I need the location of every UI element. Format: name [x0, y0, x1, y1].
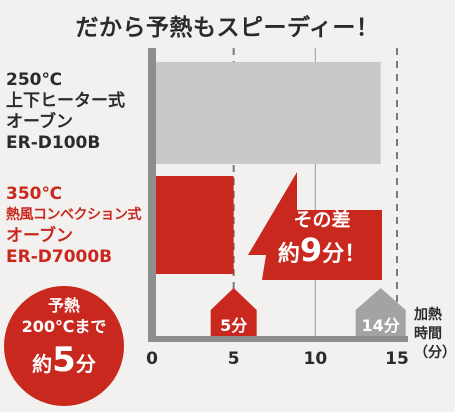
x-axis-label-line1: 加熱 — [414, 307, 442, 323]
preheat-badge: 予熱 200℃まで 約5分 — [4, 286, 124, 406]
badge-number: 5 — [52, 340, 76, 380]
badge-prefix: 約 — [32, 352, 53, 376]
bar — [152, 176, 234, 274]
callout-line2: 約9分！ — [262, 232, 382, 273]
difference-callout-shape — [248, 172, 382, 280]
label-type: 熱風コンベクション式 — [6, 207, 142, 223]
marker-arrow — [210, 288, 257, 336]
x-axis — [148, 336, 408, 342]
badge-line3: 約5分 — [4, 338, 124, 386]
difference-callout: その差 約9分！ — [262, 208, 382, 273]
x-tick-label: 0 — [146, 349, 158, 369]
y-axis — [148, 48, 156, 340]
marker-arrow — [355, 288, 406, 336]
label-temp: 250℃ — [6, 70, 63, 90]
marker-label: 5分 — [220, 316, 247, 335]
bar — [152, 62, 381, 164]
x-tick-label: 15 — [385, 349, 409, 369]
x-tick-label: 10 — [303, 349, 327, 369]
chart-title: だから予熱もスピーディー！ — [75, 15, 380, 41]
series-label-updown-heater: 250℃ 上下ヒーター式 オーブン ER-D100B — [6, 70, 125, 154]
badge-line1: 予熱 — [47, 296, 80, 315]
x-axis-label-line3: （分） — [414, 345, 455, 361]
label-model: ER-D100B — [6, 133, 101, 153]
callout-number: 9 — [299, 231, 323, 269]
callout-line1: その差 — [293, 209, 351, 231]
x-axis-label: 加熱 時間 （分） — [414, 306, 455, 363]
series-label-convection: 350℃ 熱風コンベクション式 オーブン ER-D7000B — [6, 184, 142, 268]
badge-suffix: 分 — [75, 352, 96, 376]
label-type: 上下ヒーター式 — [6, 91, 125, 111]
callout-prefix: 約 — [277, 242, 300, 267]
label-temp: 350℃ — [6, 184, 63, 204]
label-kind: オーブン — [6, 226, 73, 246]
callout-suffix: 分！ — [322, 242, 367, 267]
x-tick-label: 5 — [228, 349, 240, 369]
label-kind: オーブン — [6, 112, 73, 132]
marker-label: 14分 — [362, 316, 400, 335]
badge-line2: 200℃まで — [21, 317, 107, 336]
label-model: ER-D7000B — [6, 247, 113, 267]
x-axis-label-line2: 時間 — [414, 326, 442, 342]
